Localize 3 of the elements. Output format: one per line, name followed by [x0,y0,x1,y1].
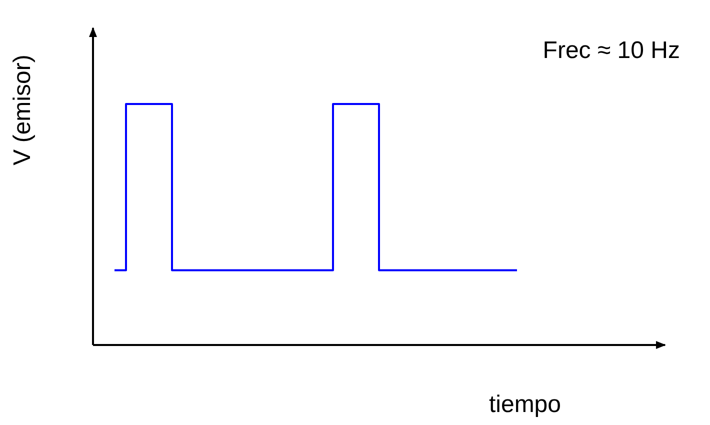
x-axis-title: tiempo [488,391,562,418]
y-axis-title: V (emisor) [9,54,36,166]
text: Frec ≈ 10 Hz [542,37,680,64]
